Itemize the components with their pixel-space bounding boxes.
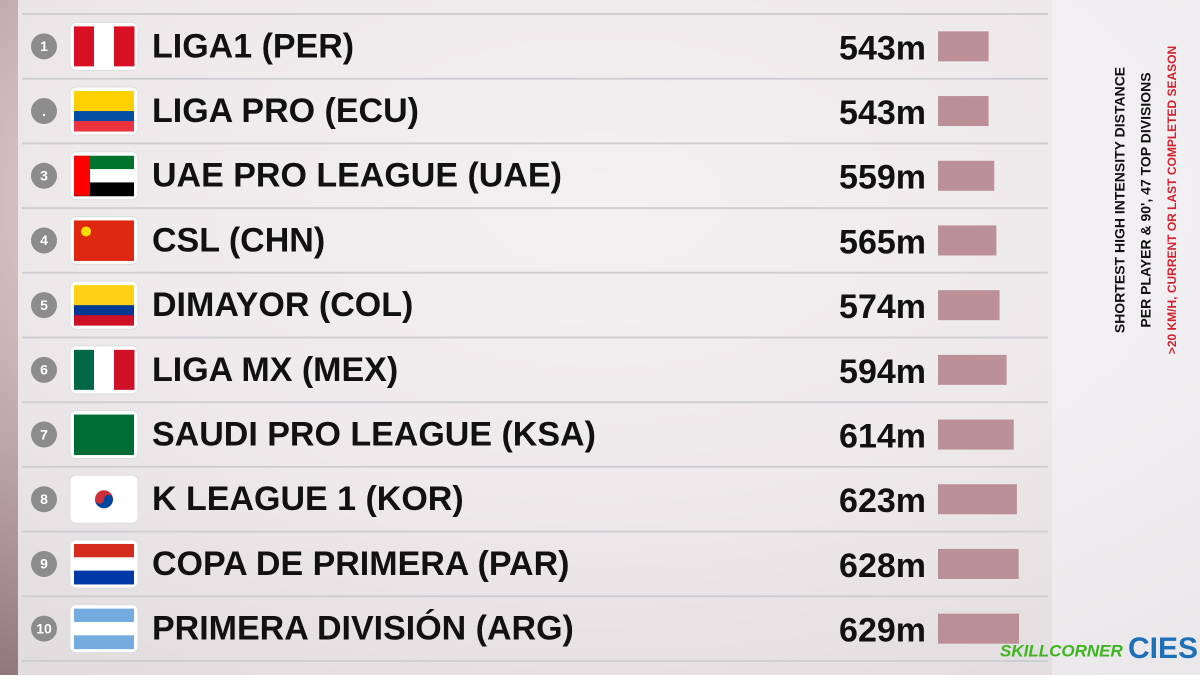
flag-stripe [74, 121, 134, 132]
rank-badge [31, 33, 57, 60]
rank: 7 [40, 426, 48, 442]
value-label: 543m [839, 94, 926, 132]
rank-badge [31, 421, 57, 448]
rank: 8 [40, 491, 48, 507]
bar [938, 548, 1019, 579]
flag-stripe [74, 220, 134, 261]
value-label: 565m [839, 223, 926, 261]
flag-stripe [74, 305, 134, 316]
flag-stripe [74, 621, 134, 636]
rank: 1 [40, 38, 48, 54]
flag [69, 539, 139, 589]
rank-badge [31, 227, 57, 254]
flag [69, 345, 139, 395]
flag [69, 21, 139, 71]
league-name: LIGA PRO (ECU) [152, 92, 419, 130]
flag-stripe [114, 349, 135, 390]
value-label: 574m [839, 288, 926, 326]
title: SHORTEST HIGH INTENSITY DISTANCE [1112, 67, 1128, 333]
flag-stripe [74, 608, 134, 623]
league-name: DIMAYOR (COL) [152, 286, 413, 324]
rank-badge [31, 615, 57, 642]
league-name: LIGA1 (PER) [152, 27, 354, 65]
flag [69, 86, 139, 136]
note: >20 KM/H, CURRENT OR LAST COMPLETED SEAS… [1165, 46, 1179, 354]
rank-badge [31, 162, 57, 189]
bar [938, 31, 989, 62]
rank-badge [31, 356, 57, 383]
flag-stripe [74, 635, 134, 650]
league-name: UAE PRO LEAGUE (UAE) [152, 157, 562, 195]
flag-stripe [74, 557, 134, 572]
flag-stripe [74, 570, 134, 585]
flag-stripe [74, 285, 134, 306]
league-name: K LEAGUE 1 (KOR) [152, 480, 464, 518]
rank: 10 [36, 620, 52, 636]
bar [938, 613, 1020, 644]
flag-stripe [94, 26, 115, 67]
flag-stripe [94, 349, 115, 390]
rank: 6 [40, 362, 48, 378]
value-label: 559m [839, 159, 926, 197]
flag-stripe [74, 543, 134, 558]
rank-badge [31, 292, 57, 319]
flag [69, 410, 139, 460]
bar [938, 354, 1007, 385]
rank: . [42, 103, 46, 119]
logo: SKILLCORNER [1000, 641, 1124, 660]
flag-stripe [74, 111, 134, 122]
logo: CIES [1128, 632, 1198, 665]
rank: 5 [40, 297, 48, 313]
value-label: 594m [839, 353, 926, 391]
flag [69, 151, 139, 201]
flag-stripe [74, 414, 134, 456]
league-name: SAUDI PRO LEAGUE (KSA) [152, 416, 596, 454]
league-name: CSL (CHN) [152, 221, 325, 259]
flag-stripe [114, 26, 135, 67]
value-label: 628m [839, 547, 926, 585]
bar [938, 160, 995, 191]
value-label: 629m [839, 612, 926, 650]
flag [69, 474, 139, 524]
flag-stripe [74, 315, 134, 326]
bar [938, 419, 1014, 450]
flag-stripe [74, 91, 134, 112]
bar [938, 484, 1017, 515]
flag-emblem [95, 494, 113, 509]
value-label: 623m [839, 482, 926, 520]
side-title: SHORTEST HIGH INTENSITY DISTANCE PER PLA… [1112, 46, 1179, 354]
flag-stripe [74, 26, 95, 67]
side-panel [1052, 0, 1200, 675]
rank: 9 [40, 556, 48, 572]
flag-stripe [74, 349, 95, 390]
league-name: LIGA MX (MEX) [152, 351, 398, 389]
rank-badge [31, 98, 57, 125]
rank: 4 [40, 232, 48, 248]
rank-badge [31, 486, 57, 513]
flag-stripe [74, 155, 90, 196]
value-label: 614m [839, 418, 926, 456]
value-label: 543m [839, 29, 926, 67]
league-name: COPA DE PRIMERA (PAR) [152, 545, 569, 583]
rank-badge [31, 550, 57, 577]
bar [938, 290, 1000, 321]
subtitle: PER PLAYER & 90', 47 TOP DIVISIONS [1138, 72, 1154, 327]
flag [69, 215, 139, 265]
flag [69, 604, 139, 654]
bar [938, 96, 989, 127]
rank: 3 [40, 167, 48, 183]
league-name: PRIMERA DIVISIÓN (ARG) [152, 610, 574, 648]
flag [69, 280, 139, 330]
flag-emblem [81, 226, 91, 237]
bar [938, 225, 997, 256]
